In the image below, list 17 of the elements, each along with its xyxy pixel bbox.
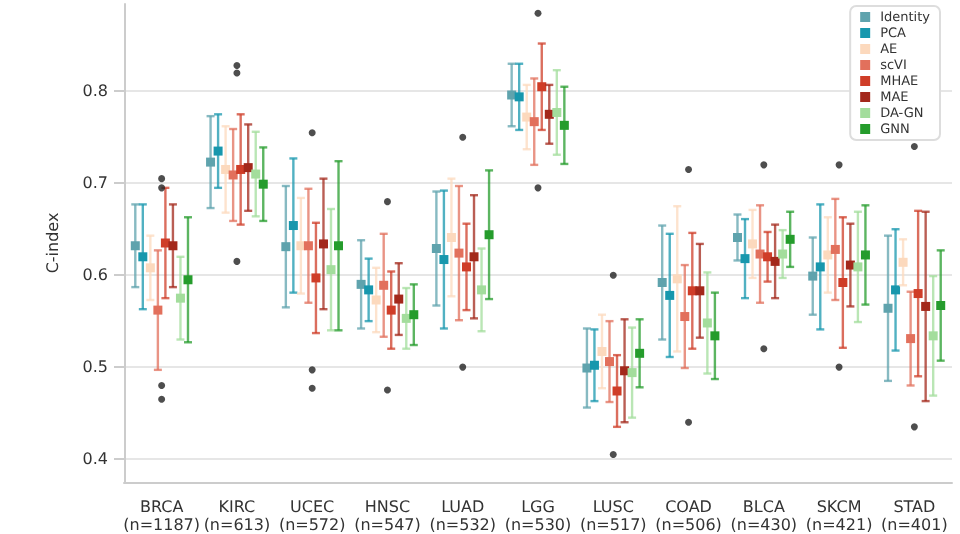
x-tick-label: KIRC (n=613) <box>203 498 271 534</box>
y-tick-label: 0.5 <box>82 358 108 377</box>
y-tick-label: 0.7 <box>82 174 108 193</box>
y-tick-label: 0.8 <box>82 82 108 101</box>
x-tick-label: COAD (n=506) <box>655 498 722 534</box>
x-tick-label: BRCA (n=1187) <box>123 498 201 534</box>
x-tick-label: BLCA (n=430) <box>730 498 798 534</box>
x-tick-label: LUAD (n=532) <box>429 498 497 534</box>
y-axis-title: C-index <box>43 212 62 274</box>
x-tick-label: LUSC (n=517) <box>579 498 647 534</box>
y-tick-label: 0.6 <box>82 266 108 285</box>
x-tick-label: STAD (n=401) <box>881 498 948 534</box>
y-tick-label: 0.4 <box>82 450 108 469</box>
x-tick-label: LGG (n=530) <box>504 498 572 534</box>
x-tick-label: HNSC (n=547) <box>354 498 421 534</box>
x-tick-label: UCEC (n=572) <box>278 498 346 534</box>
x-tick-label: SKCM (n=421) <box>805 498 873 534</box>
